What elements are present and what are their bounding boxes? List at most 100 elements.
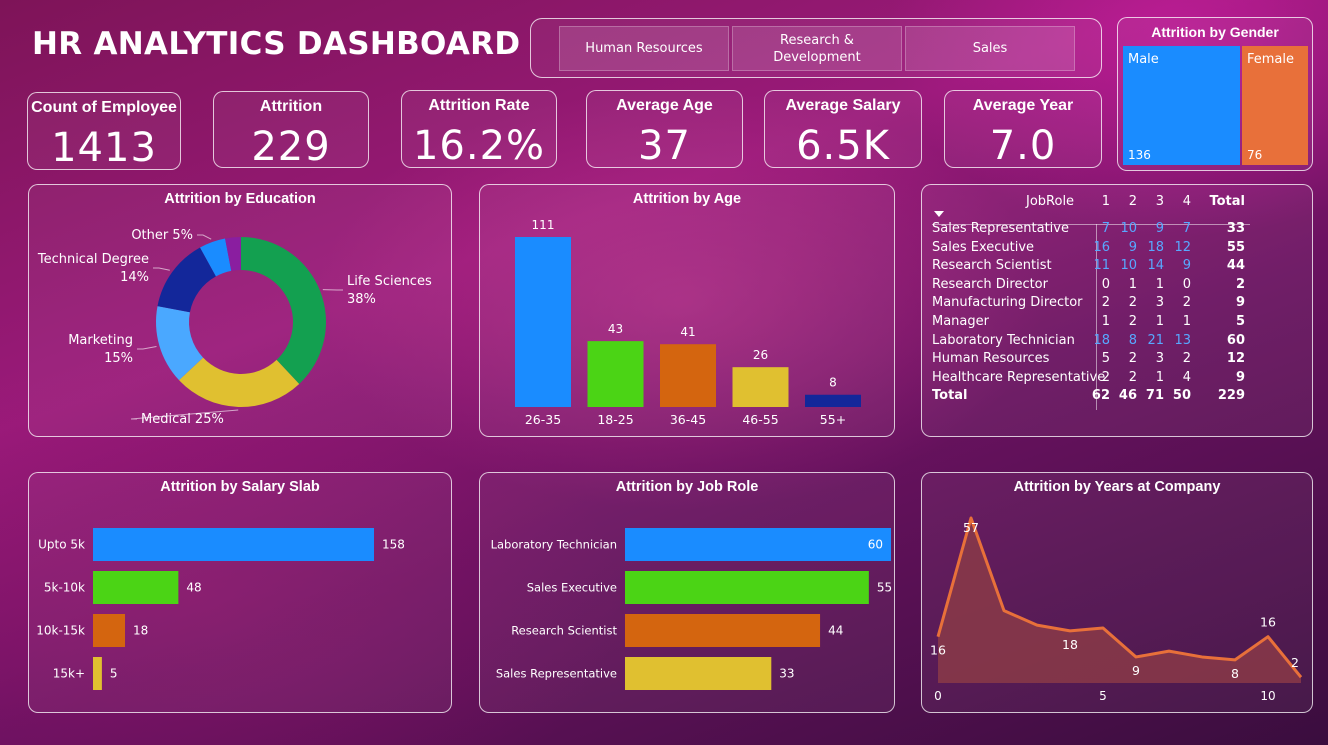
slice-name: Life Sciences — [347, 274, 432, 289]
matrix-row-label: Research Director — [932, 276, 1048, 292]
bar-value-label: 18 — [133, 624, 148, 638]
bar[interactable] — [625, 571, 869, 604]
kpi-average-salary: Average Salary 6.5K — [764, 90, 922, 169]
matrix-cell: 13 — [1174, 332, 1191, 348]
gender-label: Female — [1247, 52, 1295, 67]
donut-slice[interactable] — [225, 237, 241, 271]
bar-value-label: 55 — [877, 581, 892, 595]
matrix-header-col[interactable]: 2 — [1128, 194, 1137, 209]
matrix-cell: 2 — [1182, 351, 1191, 367]
matrix-row: Manufacturing Director 2 2 3 2 9 — [930, 294, 1302, 313]
bar-value-label: 60 — [868, 538, 883, 552]
bar-value-label: 158 — [382, 538, 405, 552]
matrix-row-label: Human Resources — [932, 351, 1050, 367]
kpi-label: Attrition — [259, 98, 323, 115]
kpi-attrition: Attrition 229 — [213, 91, 369, 170]
matrix-cell: 16 — [1093, 239, 1110, 255]
matrix-header-col[interactable]: 3 — [1155, 194, 1164, 209]
bar[interactable] — [93, 614, 126, 647]
card-title: Attrition by Years at Company — [1013, 479, 1221, 495]
matrix-row-label: Laboratory Technician — [932, 332, 1075, 348]
area-fill — [938, 518, 1301, 683]
kpi-count-of-employee: Count of Employee 1413 — [27, 92, 181, 171]
matrix-cell: 2 — [1235, 276, 1245, 292]
matrix-cell: 9 — [1182, 258, 1191, 274]
kpi-label: Count of Employee — [31, 99, 177, 116]
bar[interactable] — [660, 344, 716, 407]
data-label: 57 — [963, 520, 979, 535]
matrix-header-col[interactable]: Total — [1209, 194, 1245, 209]
matrix-cell: 12 — [1174, 239, 1191, 255]
matrix-cell: 71 — [1145, 388, 1164, 404]
jobrole-card: Attrition by Job Role Laboratory Technic… — [479, 472, 895, 713]
bar-value-label: 111 — [532, 218, 555, 232]
bar[interactable] — [805, 394, 861, 407]
x-tick-label: 5 — [1099, 689, 1107, 703]
matrix-header-col[interactable]: 1 — [1101, 194, 1110, 209]
matrix-cell: 1 — [1182, 313, 1191, 329]
donut-slice[interactable] — [157, 247, 216, 313]
gender-block-female[interactable]: Female 76 — [1242, 46, 1308, 165]
slicer-option-human-resources[interactable]: Human Resources — [559, 26, 729, 71]
data-label: 2 — [1291, 655, 1299, 670]
matrix-divider — [932, 224, 1250, 225]
slicer-option-sales[interactable]: Sales — [905, 26, 1075, 71]
bar-value-label: 41 — [680, 325, 695, 339]
kpi-value: 16.2% — [412, 123, 546, 169]
matrix-cell: 11 — [1093, 258, 1110, 274]
matrix-header-col[interactable]: 4 — [1182, 194, 1191, 209]
age-bar-chart: 111 26-35 43 18-25 41 36-45 26 46-55 8 55+ — [515, 218, 861, 427]
leader-line — [197, 234, 212, 240]
card-title: Attrition by Gender — [1151, 24, 1279, 40]
bar[interactable] — [625, 528, 891, 561]
donut-slice[interactable] — [179, 357, 300, 407]
slice-name: Marketing — [68, 333, 133, 348]
data-label: 9 — [1132, 663, 1140, 678]
kpi-value: 37 — [638, 123, 691, 169]
bar[interactable] — [93, 571, 179, 604]
donut-slice[interactable] — [241, 237, 326, 384]
bar-value-label: 5 — [110, 667, 118, 681]
sort-desc-icon[interactable] — [934, 211, 944, 217]
matrix-cell: 4 — [1182, 369, 1191, 385]
bar[interactable] — [93, 657, 102, 690]
leader-line — [153, 267, 170, 271]
matrix-cell: 2 — [1128, 369, 1137, 385]
jobrole-matrix-card: JobRole 1 2 3 4 Total Sales Representative 7 10 9… — [921, 184, 1313, 437]
kpi-attrition-rate: Attrition Rate 16.2% — [401, 90, 557, 169]
matrix-cell: 14 — [1147, 258, 1164, 274]
matrix-cell: 2 — [1101, 295, 1110, 311]
matrix-header-jobrole[interactable]: JobRole — [1026, 194, 1075, 209]
matrix-cell: 9 — [1128, 239, 1137, 255]
bar[interactable] — [587, 341, 644, 407]
matrix-cell: 1 — [1155, 276, 1164, 292]
matrix-cell: 44 — [1226, 258, 1245, 274]
department-slicer: Human Resources Research & Development S… — [530, 18, 1102, 78]
x-tick-label: 0 — [934, 689, 942, 703]
bar[interactable] — [732, 367, 789, 407]
slicer-option-research-development[interactable]: Research & Development — [732, 26, 902, 71]
bar[interactable] — [93, 528, 374, 561]
matrix-divider — [1096, 224, 1097, 410]
matrix-row-label: Sales Executive — [932, 239, 1035, 255]
matrix-cell: 3 — [1155, 351, 1164, 367]
matrix-row: Research Director 0 1 1 0 2 — [930, 276, 1302, 295]
kpi-value: 229 — [251, 124, 331, 170]
age-card: Attrition by Age 111 26-35 43 18-25 41 36-45 2… — [479, 184, 895, 437]
matrix-header: JobRole 1 2 3 4 Total — [930, 193, 1302, 215]
bar[interactable] — [625, 614, 821, 647]
donut-slice[interactable] — [156, 306, 204, 381]
matrix-total-row: Total 62 46 71 50 229 — [930, 387, 1302, 406]
area-line[interactable] — [936, 516, 1303, 679]
donut-slice[interactable] — [200, 238, 232, 277]
matrix-row: Manager 1 2 1 1 5 — [930, 313, 1302, 332]
matrix-cell: 2 — [1128, 351, 1137, 367]
matrix-row-label: Manager — [932, 313, 989, 329]
gender-block-male[interactable]: Male 136 — [1123, 46, 1240, 165]
matrix-row: Sales Representative 7 10 9 7 33 — [930, 220, 1302, 239]
jobrole-bar-chart: Laboratory Technician 60 Sales Executive 55… — [491, 528, 892, 690]
category-label: 5k-10k — [44, 581, 85, 595]
matrix-cell: 9 — [1155, 221, 1164, 236]
bar[interactable] — [515, 237, 571, 407]
bar[interactable] — [625, 657, 772, 690]
